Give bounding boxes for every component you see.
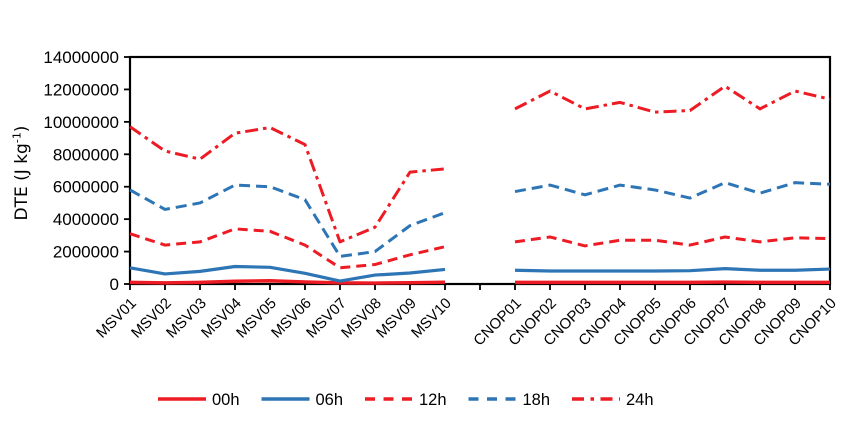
legend-label-00h: 00h	[212, 391, 240, 409]
y-axis-title: DTE (J kg-1)	[10, 73, 33, 273]
y-axis-title-superscript: -1	[10, 132, 24, 144]
y-tick-label: 0	[110, 275, 119, 294]
series-06h-line	[514, 266, 831, 273]
y-tick-label: 4000000	[53, 210, 119, 229]
y-tick-label: 2000000	[53, 243, 119, 262]
legend-label-18h: 18h	[523, 391, 551, 409]
series-12h-line	[514, 235, 831, 248]
series-24h-line	[129, 125, 446, 244]
y-axis-title-close: )	[12, 125, 32, 133]
plot-frame	[128, 55, 832, 286]
y-tick-label: 12000000	[43, 80, 119, 99]
series-18h-line	[514, 181, 831, 200]
x-category-label: MSV10	[408, 295, 455, 342]
series-12h-line	[129, 227, 446, 270]
y-tick-label: 8000000	[53, 145, 119, 164]
legend-label-06h: 06h	[316, 391, 344, 409]
y-axis-title-text: DTE (J kg	[12, 143, 32, 221]
y-tick-label: 14000000	[43, 48, 119, 67]
legend-label-12h: 12h	[419, 391, 447, 409]
series-18h-line	[129, 183, 446, 258]
legend-label-24h: 24h	[626, 391, 654, 409]
y-tick-label: 10000000	[43, 113, 119, 132]
series-00h-line	[129, 279, 446, 285]
series-24h-line	[514, 84, 831, 114]
series-06h-line	[129, 264, 446, 283]
y-tick-label: 6000000	[53, 178, 119, 197]
